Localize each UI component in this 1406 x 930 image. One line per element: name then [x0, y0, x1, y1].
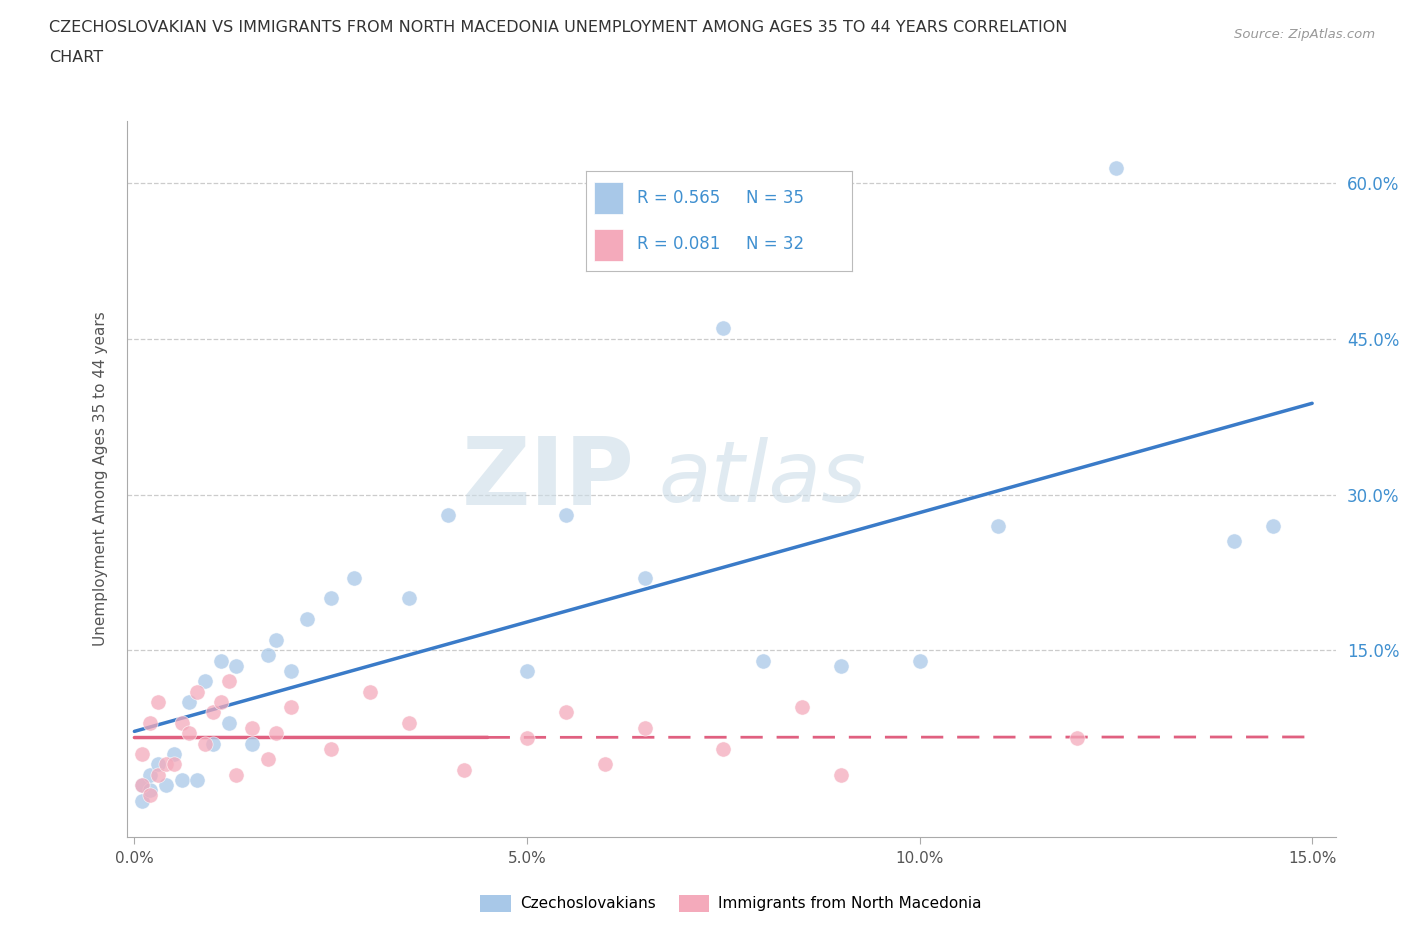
Point	[987, 518, 1010, 533]
Point	[163, 747, 186, 762]
Point	[146, 695, 169, 710]
Point	[131, 777, 153, 792]
Point	[1222, 534, 1244, 549]
Point	[398, 591, 420, 605]
Text: CHART: CHART	[49, 50, 103, 65]
Point	[209, 653, 232, 668]
Point	[201, 705, 224, 720]
Point	[194, 737, 217, 751]
Point	[225, 658, 247, 673]
Point	[209, 695, 232, 710]
Point	[1066, 731, 1088, 746]
Point	[359, 684, 381, 699]
Point	[201, 737, 224, 751]
Text: Source: ZipAtlas.com: Source: ZipAtlas.com	[1234, 28, 1375, 41]
Point	[830, 658, 852, 673]
Point	[1261, 518, 1284, 533]
Point	[319, 741, 342, 756]
Point	[194, 674, 217, 689]
Point	[139, 783, 162, 798]
Point	[257, 751, 280, 766]
Point	[264, 632, 287, 647]
Point	[343, 570, 366, 585]
Text: N = 32: N = 32	[745, 235, 804, 253]
Point	[155, 777, 177, 792]
Point	[634, 570, 657, 585]
Text: R = 0.081: R = 0.081	[637, 235, 720, 253]
Point	[319, 591, 342, 605]
Y-axis label: Unemployment Among Ages 35 to 44 years: Unemployment Among Ages 35 to 44 years	[93, 312, 108, 646]
Point	[295, 612, 318, 627]
Point	[516, 663, 538, 678]
Point	[634, 721, 657, 736]
Text: ZIP: ZIP	[461, 433, 634, 525]
Point	[516, 731, 538, 746]
Point	[453, 762, 475, 777]
Point	[218, 674, 240, 689]
Point	[146, 757, 169, 772]
Text: atlas: atlas	[658, 437, 866, 521]
Point	[257, 648, 280, 663]
Point	[751, 653, 773, 668]
Point	[711, 741, 734, 756]
Point	[711, 321, 734, 336]
Point	[555, 508, 578, 523]
Point	[240, 737, 263, 751]
Point	[908, 653, 931, 668]
Point	[131, 747, 153, 762]
Text: CZECHOSLOVAKIAN VS IMMIGRANTS FROM NORTH MACEDONIA UNEMPLOYMENT AMONG AGES 35 TO: CZECHOSLOVAKIAN VS IMMIGRANTS FROM NORTH…	[49, 20, 1067, 35]
Point	[264, 725, 287, 740]
Point	[225, 767, 247, 782]
Point	[155, 757, 177, 772]
Point	[170, 715, 193, 730]
Point	[830, 767, 852, 782]
Point	[179, 695, 201, 710]
Point	[218, 715, 240, 730]
Bar	[593, 229, 623, 261]
Point	[398, 715, 420, 730]
Point	[280, 700, 302, 715]
Point	[186, 773, 208, 788]
Point	[240, 721, 263, 736]
Point	[437, 508, 460, 523]
Point	[139, 767, 162, 782]
Legend: Czechoslovakians, Immigrants from North Macedonia: Czechoslovakians, Immigrants from North …	[474, 889, 988, 918]
Text: R = 0.565: R = 0.565	[637, 189, 720, 207]
Point	[170, 773, 193, 788]
Point	[131, 777, 153, 792]
Text: N = 35: N = 35	[745, 189, 804, 207]
Point	[179, 725, 201, 740]
Point	[139, 788, 162, 803]
Point	[146, 767, 169, 782]
Point	[555, 705, 578, 720]
Point	[186, 684, 208, 699]
Point	[790, 700, 813, 715]
Point	[163, 757, 186, 772]
Point	[139, 715, 162, 730]
Point	[595, 757, 617, 772]
Point	[1105, 160, 1128, 175]
Point	[131, 793, 153, 808]
Bar	[593, 182, 623, 214]
Point	[280, 663, 302, 678]
